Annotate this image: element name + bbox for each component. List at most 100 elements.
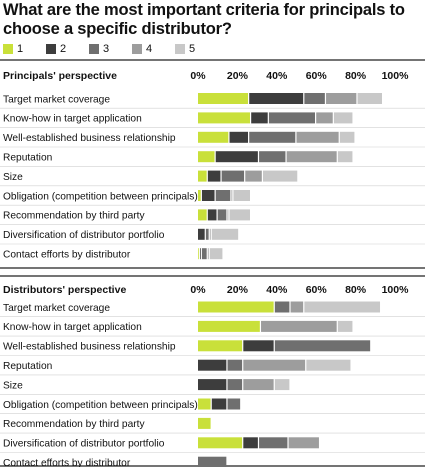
- legend-label: 5: [189, 43, 196, 55]
- bar-segment: [198, 456, 227, 467]
- bar-segment: [261, 320, 337, 332]
- bar-segment: [211, 398, 227, 410]
- legend-swatch: [3, 44, 13, 54]
- bar-segment: [215, 190, 231, 201]
- bar-segment: [207, 170, 221, 182]
- bar-segment: [251, 112, 268, 124]
- x-tick-label: 100%: [382, 70, 410, 82]
- bar-segment: [198, 131, 229, 143]
- bar-segment: [198, 112, 250, 124]
- category-label: Size: [3, 172, 23, 183]
- legend-swatch: [89, 44, 99, 54]
- bar-segment: [198, 320, 260, 332]
- panel-title: Distributors' perspective: [3, 284, 126, 296]
- bar-segment: [198, 151, 215, 163]
- bar-segment: [207, 248, 209, 260]
- legend-label: 1: [17, 43, 24, 55]
- bar-segment: [198, 228, 205, 240]
- category-label: Contact efforts by distributor: [3, 250, 131, 261]
- bar-segment: [268, 112, 315, 124]
- bar-segment: [259, 151, 286, 163]
- bar-segment: [243, 359, 306, 371]
- category-label: Well-established business relationship: [3, 133, 176, 144]
- bar-segment: [326, 93, 357, 104]
- legend-label: 3: [103, 43, 110, 55]
- bar-segment: [198, 209, 207, 221]
- category-label: Target market coverage: [3, 303, 110, 314]
- bar-segment: [205, 228, 209, 240]
- bar-segment: [198, 248, 199, 260]
- bar-segment: [198, 190, 201, 201]
- bar-segment: [274, 379, 290, 391]
- legend-swatch: [132, 44, 142, 54]
- bar-segment: [288, 437, 319, 449]
- category-label: Well-established business relationship: [3, 342, 176, 353]
- x-tick-label: 20%: [227, 284, 249, 296]
- panel-title: Principals' perspective: [3, 70, 117, 82]
- x-tick-label: 60%: [306, 70, 328, 82]
- category-label: Recommendation by third party: [3, 419, 145, 430]
- bar-segment: [306, 359, 351, 371]
- bar-segment: [231, 190, 233, 201]
- bar-segment: [337, 151, 353, 163]
- bar-segment: [209, 248, 223, 260]
- bar-segment: [229, 209, 250, 221]
- bar-segment: [198, 417, 211, 429]
- chart-title: What are the most important criteria for…: [3, 1, 405, 38]
- bar-segment: [286, 151, 337, 163]
- bar-segment: [198, 359, 227, 371]
- bar-segment: [339, 131, 355, 143]
- x-tick-label: 0%: [190, 70, 206, 82]
- bar-segment: [198, 437, 243, 449]
- bar-segment: [316, 112, 333, 124]
- bar-segment: [198, 398, 211, 410]
- bar-segment: [274, 340, 371, 352]
- bar-segment: [209, 228, 211, 240]
- x-tick-label: 0%: [190, 284, 206, 296]
- bar-segment: [245, 170, 262, 182]
- category-label: Know-how in target application: [3, 322, 142, 333]
- bar-segment: [211, 228, 239, 240]
- x-tick-label: 60%: [306, 284, 328, 296]
- bar-segment: [263, 170, 298, 182]
- bar-segment: [243, 379, 274, 391]
- x-tick-label: 40%: [266, 70, 288, 82]
- x-tick-label: 20%: [227, 70, 249, 82]
- bar-segment: [304, 93, 325, 104]
- x-tick-label: 100%: [382, 284, 410, 296]
- bar-segment: [201, 190, 215, 201]
- bar-segment: [221, 170, 245, 182]
- legend-label: 4: [146, 43, 153, 55]
- bar-segment: [198, 93, 249, 104]
- bar-segment: [296, 131, 339, 143]
- category-label: Diversification of distributor portfolio: [3, 439, 165, 450]
- legend-label: 2: [60, 43, 67, 55]
- bar-segment: [227, 398, 241, 410]
- x-tick-label: 80%: [345, 284, 367, 296]
- bar-segment: [357, 93, 382, 104]
- bar-segment: [198, 340, 243, 352]
- legend-swatch: [175, 44, 185, 54]
- bar-segment: [274, 301, 290, 313]
- category-label: Recommendation by third party: [3, 211, 145, 222]
- category-label: Obligation (competition between principa…: [3, 400, 198, 411]
- bar-segment: [333, 112, 353, 124]
- bar-segment: [227, 379, 243, 391]
- bar-segment: [233, 190, 250, 201]
- bar-segment: [198, 170, 207, 182]
- legend-swatch: [46, 44, 56, 54]
- category-label: Reputation: [3, 361, 52, 372]
- bar-segment: [249, 131, 296, 143]
- x-tick-label: 40%: [266, 284, 288, 296]
- category-label: Target market coverage: [3, 94, 110, 105]
- bar-segment: [290, 301, 304, 313]
- category-label: Contact efforts by distributor: [3, 458, 131, 467]
- bar-segment: [217, 209, 227, 221]
- bar-segment: [249, 93, 304, 104]
- bar-segment: [304, 301, 381, 313]
- bar-segment: [227, 359, 243, 371]
- bar-segment: [198, 301, 274, 313]
- x-tick-label: 80%: [345, 70, 367, 82]
- bar-segment: [259, 437, 288, 449]
